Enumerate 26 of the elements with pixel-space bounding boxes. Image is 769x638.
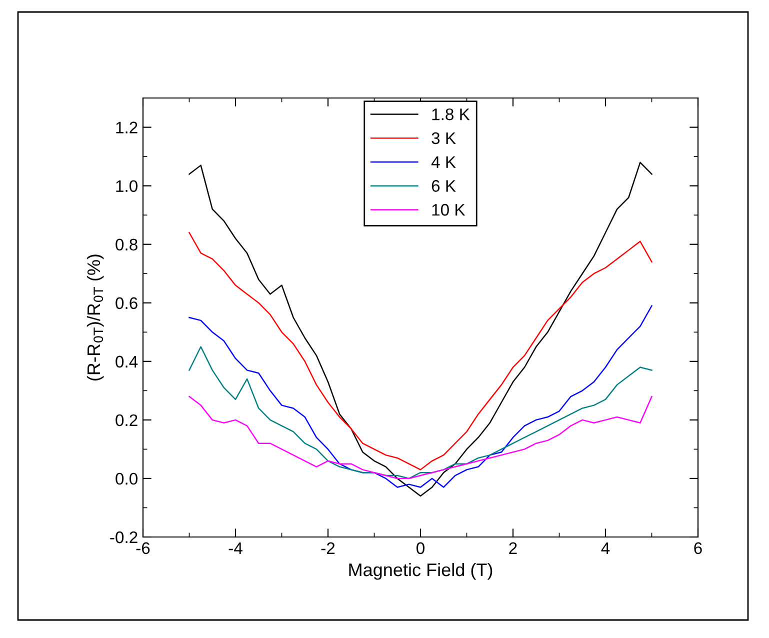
- line-series: [188, 396, 652, 480]
- y-tick-label: -0.2: [110, 531, 138, 544]
- x-tick-label: -4: [228, 542, 242, 554]
- x-tick-label: 4: [601, 542, 610, 554]
- line-series: [188, 305, 652, 488]
- x-tick-label: -2: [321, 542, 335, 554]
- y-tick-label: 1.2: [116, 122, 138, 134]
- x-tick-label: -6: [136, 542, 150, 554]
- legend-label: 4 K: [431, 156, 456, 168]
- line-series: [188, 232, 652, 470]
- x-tick-label: 2: [509, 542, 517, 554]
- y-tick-label: 0.6: [116, 297, 138, 310]
- y-tick-label: 1.0: [116, 180, 138, 192]
- x-tick-label: 0: [416, 542, 424, 554]
- legend-label: 6 K: [432, 180, 456, 192]
- y-axis-title: (R-R$_{0T}$)/R$_{0T}$ (%): [86, 254, 104, 380]
- legend-label: 10 K: [432, 204, 466, 216]
- x-tick-label: 6: [694, 542, 702, 554]
- y-tick-label: 0.4: [116, 356, 138, 368]
- legend-label: 1.8 K: [432, 108, 470, 120]
- x-axis-title: Magnetic Field (T): [349, 562, 492, 580]
- line-series: [188, 346, 652, 480]
- legend-label: 3 K: [432, 132, 456, 144]
- y-tick-label: 0.0: [116, 472, 138, 485]
- y-tick-label: 0.2: [116, 414, 138, 426]
- y-tick-label: 0.8: [116, 238, 138, 251]
